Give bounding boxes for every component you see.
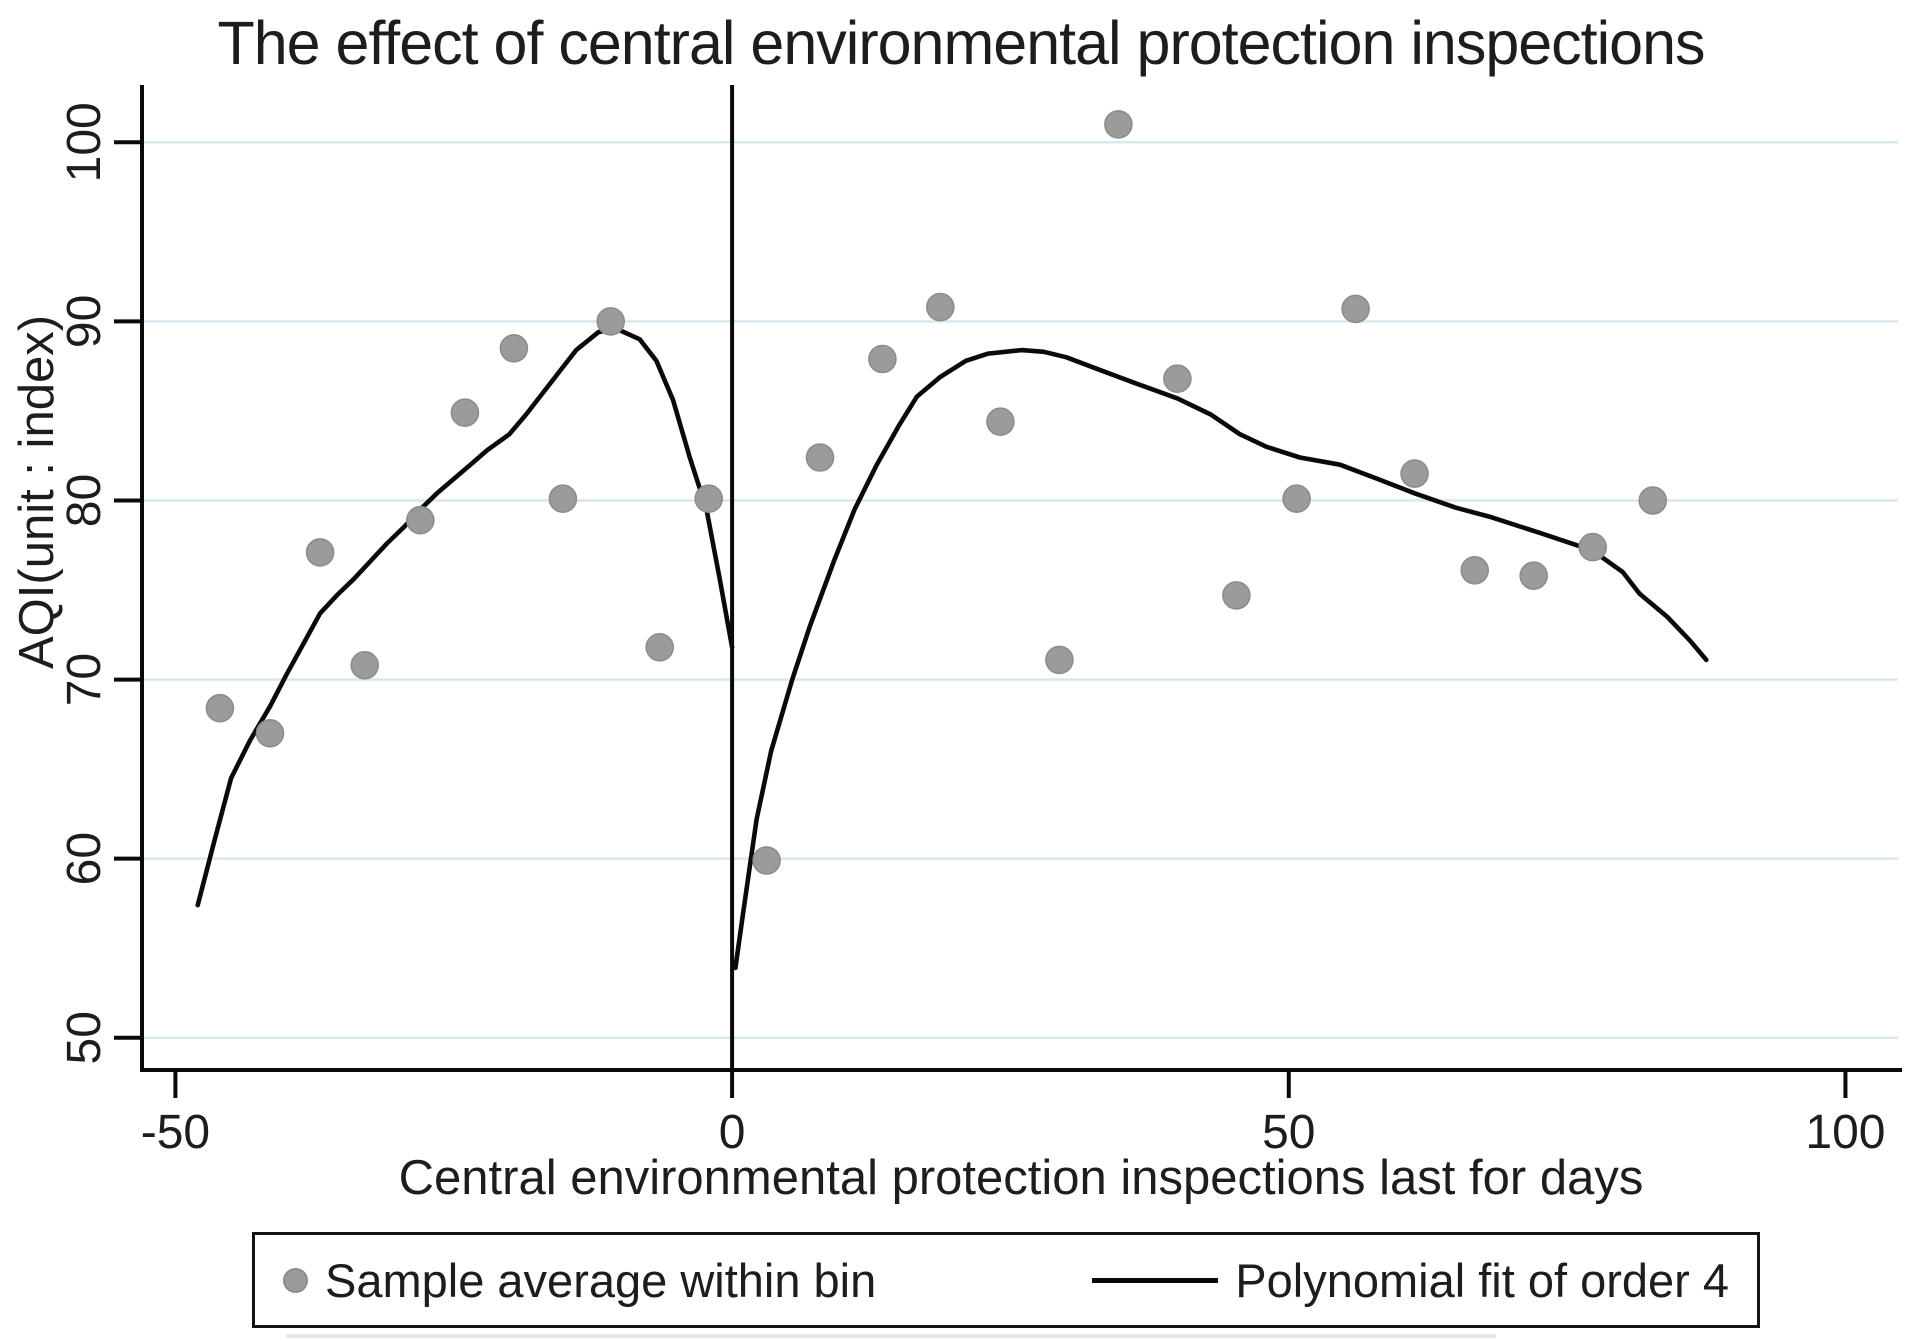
scatter-point: [305, 538, 335, 567]
y-tick-label-70: 70: [58, 653, 111, 706]
x-tick-label-50: 50: [1262, 1106, 1315, 1159]
scatter-point: [1460, 555, 1489, 585]
line-marker-icon: [1092, 1277, 1219, 1283]
scatter-point: [1638, 486, 1668, 515]
scatter-point: [1163, 364, 1192, 394]
scatter-point: [694, 484, 724, 514]
scatter-point: [499, 333, 529, 363]
y-tick-label-100: 100: [58, 102, 111, 182]
scatter-point: [1282, 484, 1311, 514]
scatter-point: [986, 407, 1015, 437]
scatter-point: [1104, 110, 1133, 139]
legend-label: Polynomial fit of order 4: [1235, 1253, 1729, 1307]
legend-label: Sample average within bin: [325, 1253, 877, 1307]
legend-item-sample-average: Sample average within bin: [283, 1253, 876, 1308]
scatter-point: [1045, 645, 1074, 675]
y-tick-label-60: 60: [58, 832, 111, 885]
scatter-point: [868, 344, 897, 374]
scatter-point: [255, 718, 285, 748]
legend-box: Sample average within bin Polynomial fit…: [252, 1232, 1760, 1328]
scatter-point: [1519, 561, 1548, 591]
scatter-point: [1341, 294, 1370, 324]
x-axis-title: Central environmental protection inspect…: [398, 1151, 1644, 1205]
y-tick-label-80: 80: [58, 474, 111, 527]
scatter-point: [925, 292, 955, 322]
y-tick-label-50: 50: [58, 1011, 111, 1064]
x-tick-label--50: -50: [141, 1106, 210, 1159]
scatter-point: [205, 693, 235, 723]
scatter-point: [548, 484, 578, 514]
scatter-point: [1578, 532, 1607, 562]
scatter-point: [405, 505, 435, 535]
scatter-point: [752, 846, 781, 875]
scan-artifact-line: [286, 1334, 1496, 1338]
polynomial-fit-segment-left: [195, 326, 735, 908]
scatter-marker-icon: [283, 1267, 308, 1293]
scatter-point: [350, 650, 380, 680]
scatter-point: [1222, 581, 1251, 610]
polynomial-fit-segment-right: [733, 347, 1709, 971]
scatter-point: [645, 632, 675, 662]
scatter-point: [596, 307, 626, 336]
x-tick-label-100: 100: [1805, 1106, 1885, 1159]
scatter-point: [1400, 459, 1429, 488]
x-tick-label-0: 0: [719, 1106, 746, 1159]
legend-item-polynomial-fit: Polynomial fit of order 4: [1092, 1253, 1729, 1308]
scatter-point: [450, 398, 480, 428]
y-tick-label-90: 90: [58, 295, 111, 348]
scatter-point: [805, 443, 835, 472]
chart-title: The effect of central environmental prot…: [217, 9, 1705, 77]
